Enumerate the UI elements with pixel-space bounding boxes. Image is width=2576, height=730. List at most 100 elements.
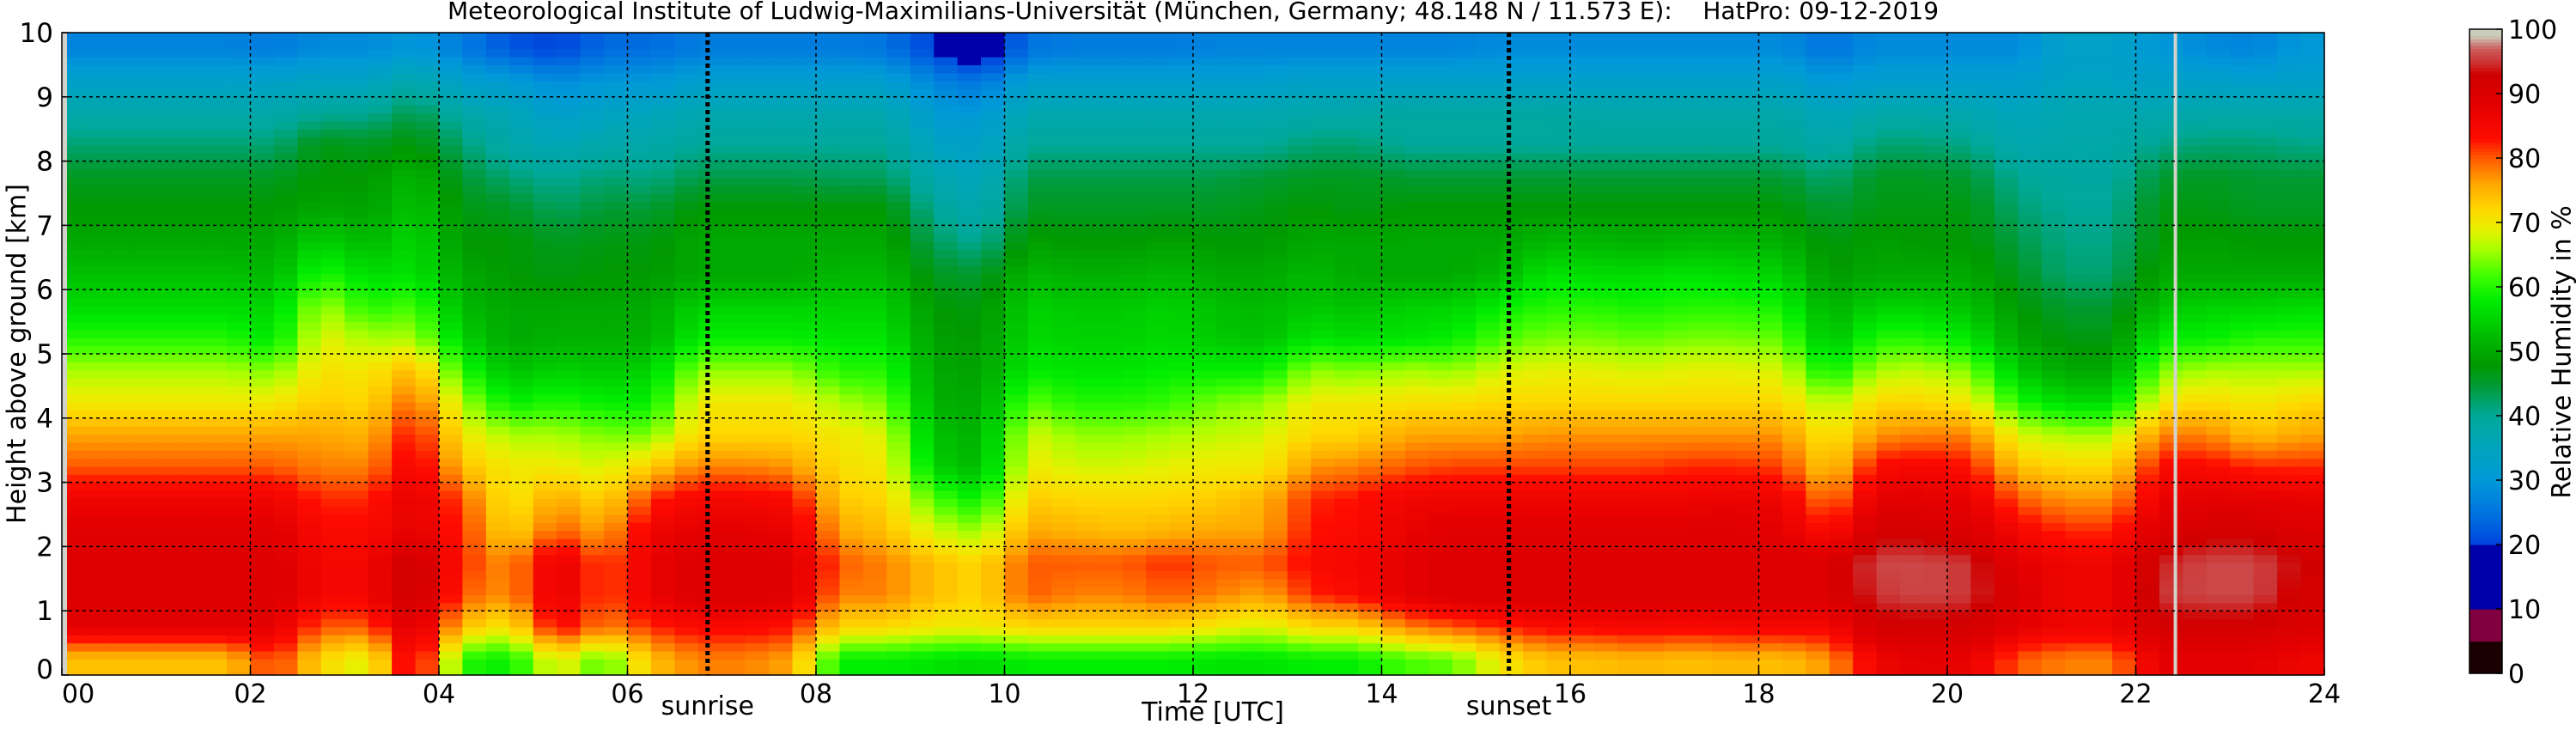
heatmap-cell (627, 201, 652, 210)
heatmap-cell (273, 474, 298, 484)
heatmap-cell (1075, 410, 1099, 419)
heatmap-cell (485, 241, 510, 251)
heatmap-cell (1381, 514, 1406, 523)
heatmap-cell (462, 48, 487, 58)
heatmap-cell (273, 642, 298, 652)
heatmap-cell (297, 490, 322, 499)
heatmap-cell (957, 338, 982, 347)
heatmap-cell (439, 538, 464, 547)
heatmap-cell (1287, 587, 1312, 596)
heatmap-cell (485, 313, 510, 323)
heatmap-cell (1404, 402, 1429, 411)
heatmap-cell (250, 369, 275, 379)
heatmap-cell (297, 522, 322, 532)
heatmap-cell (1334, 129, 1359, 138)
heatmap-cell (62, 514, 87, 523)
heatmap-cell (180, 193, 204, 202)
heatmap-cell (155, 33, 180, 41)
heatmap-cell (320, 345, 345, 355)
heatmap-cell (1358, 225, 1383, 234)
heatmap-cell (1287, 161, 1312, 170)
heatmap-cell (155, 201, 180, 210)
heatmap-cell (792, 265, 817, 275)
heatmap-cell (1146, 40, 1171, 50)
heatmap-cell (1051, 393, 1076, 403)
heatmap-cell (1239, 465, 1264, 475)
heatmap-cell (108, 417, 133, 427)
heatmap-cell (1122, 538, 1147, 547)
heatmap-cell (1287, 410, 1312, 419)
heatmap-cell (1004, 434, 1029, 443)
heatmap-cell (180, 465, 204, 475)
heatmap-cell (180, 289, 204, 299)
heatmap-cell (745, 233, 770, 242)
heatmap-cell (839, 33, 864, 41)
heatmap-cell (533, 273, 557, 283)
heatmap-cell (745, 241, 770, 251)
heatmap-cell (674, 594, 699, 604)
heatmap-cell (1476, 450, 1501, 459)
heatmap-cell (1027, 338, 1052, 347)
heatmap-cell (910, 257, 935, 266)
heatmap-cell (533, 217, 557, 226)
heatmap-cell (273, 201, 298, 210)
heatmap-cell (1287, 313, 1312, 323)
heatmap-cell (1216, 635, 1241, 644)
heatmap-cell (697, 209, 722, 218)
heatmap-cell (1334, 33, 1359, 41)
heatmap-cell (1239, 450, 1264, 459)
heatmap-cell (839, 329, 864, 338)
heatmap-cell (1239, 345, 1264, 355)
heatmap-cell (273, 225, 298, 234)
heatmap-cell (273, 554, 298, 563)
heatmap-cell (886, 434, 911, 443)
heatmap-cell (604, 144, 629, 154)
heatmap-cell (1287, 666, 1312, 676)
heatmap-cell (1075, 611, 1099, 620)
heatmap-cell (1146, 137, 1171, 146)
heatmap-cell (155, 305, 180, 314)
heatmap-cell (1428, 458, 1453, 467)
heatmap-cell (203, 249, 228, 259)
heatmap-cell (839, 177, 864, 186)
heatmap-cell (957, 201, 982, 210)
heatmap-cell (368, 506, 393, 515)
heatmap-cell (1264, 289, 1288, 299)
heatmap-cell (1004, 570, 1029, 580)
heatmap-cell (320, 193, 345, 202)
heatmap-cell (439, 426, 464, 435)
heatmap-cell (862, 161, 887, 170)
heatmap-cell (509, 345, 534, 355)
heatmap-cell (792, 57, 817, 65)
heatmap-cell (1075, 386, 1099, 395)
heatmap-cell (344, 233, 369, 242)
heatmap-cell (250, 594, 275, 604)
heatmap-cell (1287, 321, 1312, 331)
heatmap-cell (1075, 168, 1099, 178)
heatmap-cell (155, 113, 180, 122)
heatmap-cell (604, 313, 629, 323)
heatmap-cell (85, 369, 110, 379)
heatmap-cell (1146, 393, 1171, 403)
heatmap-cell (697, 105, 722, 114)
heatmap-cell (250, 313, 275, 323)
heatmap-cell (769, 514, 794, 523)
heatmap-cell (1099, 48, 1124, 58)
heatmap-cell (627, 434, 652, 443)
heatmap-cell (1452, 554, 1477, 563)
heatmap-cell (392, 369, 417, 379)
heatmap-cell (1027, 88, 1052, 98)
heatmap-cell (1027, 354, 1052, 362)
heatmap-cell (1499, 465, 1524, 475)
heatmap-cell (297, 402, 322, 411)
heatmap-cell (1476, 72, 1501, 82)
heatmap-cell (839, 522, 864, 532)
heatmap-cell (132, 168, 157, 178)
heatmap-cell (1358, 233, 1383, 242)
heatmap-cell (392, 273, 417, 283)
heatmap-cell (722, 193, 746, 202)
heatmap-cell (155, 482, 180, 491)
heatmap-cell (1051, 410, 1076, 419)
heatmap-cell (132, 64, 157, 74)
heatmap-cell (1404, 410, 1429, 419)
